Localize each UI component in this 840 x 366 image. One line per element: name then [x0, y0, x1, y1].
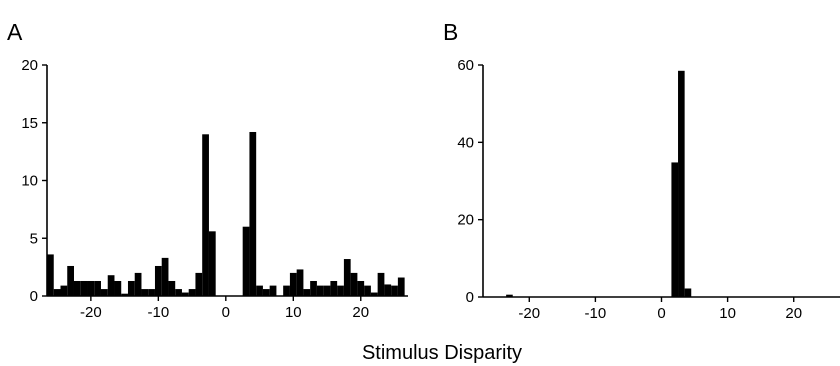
y-tick-label-a-5: 5	[30, 230, 38, 247]
bar-b-4	[684, 288, 692, 297]
y-tick-label-b-20: 20	[457, 212, 474, 229]
bar-a--23	[67, 265, 74, 296]
bar-a-21	[364, 285, 371, 296]
bar-a--15	[121, 293, 128, 296]
bar-a--26	[47, 254, 54, 296]
x-tick-label-b-0: 0	[657, 305, 665, 322]
bar-a-7	[269, 285, 277, 296]
x-tick-label-a-0: 0	[222, 304, 230, 321]
bar-a-10	[289, 272, 297, 296]
x-tick-label-b-10: 10	[719, 305, 736, 322]
panel-label-a: A	[7, 19, 23, 45]
bar-a--5	[188, 289, 196, 296]
bar-a-24	[384, 284, 392, 296]
bar-b-3	[678, 70, 685, 297]
x-tick-label-b-20: 20	[785, 305, 802, 322]
bar-a-15	[323, 285, 331, 296]
panel-a: 0 5 10 15 20 -20 -10 0 10 20 A	[7, 19, 408, 321]
bar-a--11	[148, 289, 155, 296]
bar-a--13	[134, 272, 142, 296]
y-tick-label-b-0: 0	[466, 289, 474, 306]
bar-a-19	[350, 272, 358, 296]
bar-a--10	[154, 265, 162, 296]
y-tick-label-a-20: 20	[21, 57, 38, 74]
bar-a--18	[100, 289, 108, 296]
panel-label-b: B	[443, 19, 458, 45]
bar-a-22	[370, 292, 378, 296]
bar-a--2	[208, 231, 216, 296]
bar-a-3	[242, 226, 250, 296]
bar-a--6	[181, 292, 189, 296]
y-tick-label-a-10: 10	[21, 173, 38, 190]
x-axis-title: Stimulus Disparity	[362, 342, 522, 364]
bar-a--3	[202, 134, 209, 296]
bar-a-11	[296, 269, 304, 296]
bar-a-6	[262, 289, 270, 296]
bar-a-18	[343, 259, 351, 296]
bar-a-16	[330, 280, 338, 296]
bar-a--22	[73, 280, 81, 296]
bar-a-9	[283, 285, 290, 296]
bar-a-13	[310, 280, 317, 296]
y-tick-label-b-60: 60	[457, 57, 474, 74]
bar-a--7	[175, 289, 182, 296]
bar-a-5	[256, 285, 263, 296]
bar-a--20	[87, 280, 95, 296]
bar-a--8	[168, 280, 176, 296]
bar-a-4	[249, 131, 257, 296]
bar-b-2	[671, 162, 679, 297]
bar-a-26	[397, 277, 405, 296]
bar-a-12	[303, 289, 311, 296]
bar-a--24	[60, 285, 68, 296]
bar-a--9	[161, 257, 169, 296]
bar-a-20	[357, 280, 365, 296]
x-tick-label-b--20: -20	[518, 305, 540, 322]
bar-a--21	[80, 280, 88, 296]
bar-a--14	[127, 280, 135, 296]
y-tick-label-b-40: 40	[457, 134, 474, 151]
x-tick-label-a-20: 20	[352, 304, 369, 321]
bar-a--17	[107, 275, 115, 296]
bar-a--12	[141, 289, 149, 296]
x-tick-label-a--10: -10	[147, 304, 169, 321]
bar-a-25	[391, 285, 398, 296]
bar-a-23	[377, 272, 385, 296]
bar-a--25	[53, 289, 61, 296]
bar-a--19	[94, 280, 101, 296]
x-tick-label-b--10: -10	[585, 305, 607, 322]
x-tick-label-a--20: -20	[80, 304, 102, 321]
panel-b: 0 20 40 60 -20 -10 0 10 20 B	[443, 19, 840, 322]
bar-b--23	[506, 294, 513, 297]
bar-a--16	[114, 280, 122, 296]
bar-a-14	[316, 285, 324, 296]
bar-a-17	[337, 285, 344, 296]
y-tick-label-a-15: 15	[21, 115, 38, 132]
x-tick-label-a-10: 10	[285, 304, 302, 321]
y-tick-label-a-0: 0	[30, 288, 38, 305]
bar-a--4	[195, 272, 203, 296]
